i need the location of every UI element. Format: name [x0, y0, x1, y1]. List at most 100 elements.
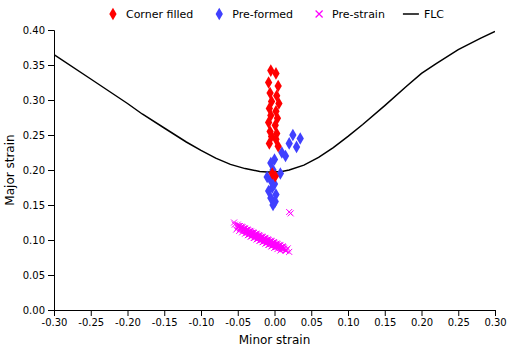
marks [54, 31, 495, 255]
series [264, 129, 304, 212]
x-axis: -0.30 -0.25 -0.20 -0.15 -0.10 -0.05 0.00 0.05 0.… [42, 310, 507, 328]
legend-item: Corner filled [109, 8, 193, 21]
legend-swatch [216, 8, 223, 21]
tick: -0.30 [42, 310, 68, 328]
tick: 0.00 [23, 305, 54, 316]
point [275, 140, 282, 153]
tick: 0.15 [374, 310, 396, 328]
tick-label: -0.05 [225, 317, 251, 328]
tick-label: 0.00 [264, 317, 286, 328]
series [54, 31, 495, 172]
point [288, 210, 294, 216]
tick: 0.25 [23, 130, 54, 141]
tick-label: 0.05 [301, 317, 323, 328]
tick-label: -0.15 [152, 317, 178, 328]
tick: 0.05 [301, 310, 323, 328]
tick-mark [385, 310, 386, 316]
tick: 0.20 [411, 310, 433, 328]
tick-label: 0.05 [23, 270, 45, 281]
series [265, 64, 283, 182]
axis-line [48, 31, 55, 311]
legend-swatch [403, 13, 419, 15]
tick: -0.20 [115, 310, 141, 328]
y-axis: 0.00 0.05 0.10 0.15 0.20 0.25 0.30 0.35 0.40 [23, 25, 55, 316]
tick: 0.40 [23, 25, 54, 36]
tick-label: 0.10 [23, 235, 45, 246]
tick-mark [422, 310, 423, 316]
point [272, 67, 279, 80]
point [272, 170, 279, 183]
point [265, 116, 272, 129]
tick: -0.10 [189, 310, 215, 328]
tick: 0.35 [23, 60, 54, 71]
tick: 0.10 [23, 235, 54, 246]
tick-label: 0.25 [23, 130, 45, 141]
tick: -0.05 [225, 310, 251, 328]
tick: 0.30 [23, 95, 54, 106]
legend-label: Pre-strain [332, 8, 385, 21]
tick: -0.15 [152, 310, 178, 328]
legend-label: FLC [424, 8, 444, 21]
axis-line [55, 311, 496, 317]
tick-mark [238, 310, 239, 316]
point [286, 137, 293, 150]
tick-label: -0.20 [115, 317, 141, 328]
tick-label: 0.20 [411, 317, 433, 328]
line [54, 31, 495, 172]
tick-label: 0.10 [337, 317, 359, 328]
tick: 0.05 [23, 270, 54, 281]
tick: 0.25 [448, 310, 470, 328]
tick-label: -0.30 [42, 317, 68, 328]
point [282, 150, 289, 163]
tick-mark [48, 100, 54, 101]
legend: Corner filled Pre-formed Pre-strain FLC [109, 8, 444, 21]
tick-label: 0.15 [374, 317, 396, 328]
tick-label: 0.00 [23, 305, 45, 316]
tick-mark [275, 310, 276, 316]
y-axis-title: Major strain [3, 134, 17, 205]
chart: -0.30-0.25-0.20-0.15-0.10-0.050.000.050.… [0, 0, 513, 352]
tick: -0.25 [78, 310, 104, 328]
tick-mark [458, 310, 459, 316]
tick-label: 0.30 [484, 317, 506, 328]
tick-mark [48, 310, 54, 311]
tick-label: -0.10 [189, 317, 215, 328]
legend-swatch [316, 11, 323, 18]
point [272, 245, 278, 251]
legend-item: Pre-strain [316, 8, 385, 21]
tick-mark [48, 65, 54, 66]
tick-mark [495, 310, 496, 316]
point [286, 249, 292, 255]
tick: 0.30 [484, 310, 506, 328]
tick-label: 0.35 [23, 60, 45, 71]
tick-label: -0.25 [78, 317, 104, 328]
point [275, 80, 282, 93]
point [269, 199, 276, 212]
tick-label: 0.20 [23, 165, 45, 176]
legend-item: FLC [403, 8, 444, 21]
tick-mark [48, 275, 54, 276]
legend-label: Corner filled [126, 8, 193, 21]
tick-mark [128, 310, 129, 316]
tick-mark [348, 310, 349, 316]
tick-mark [91, 310, 92, 316]
tick-mark [201, 310, 202, 316]
tick-mark [311, 310, 312, 316]
tick: 0.20 [23, 165, 54, 176]
legend-label: Pre-formed [232, 8, 293, 21]
tick-label: 0.25 [448, 317, 470, 328]
tick-mark [48, 135, 54, 136]
tick: 0.10 [337, 310, 359, 328]
tick: 0.00 [264, 310, 286, 328]
series [231, 209, 294, 255]
tick-mark [164, 310, 165, 316]
point [265, 76, 272, 89]
plot-area: -0.30-0.25-0.20-0.15-0.10-0.050.000.050.… [23, 25, 507, 328]
point [293, 141, 300, 154]
legend-swatch [109, 8, 116, 21]
tick-mark [48, 240, 54, 241]
legend-item: Pre-formed [216, 8, 294, 21]
x-axis-title: Minor strain [239, 333, 311, 347]
tick-mark [48, 170, 54, 171]
tick-label: 0.15 [23, 200, 45, 211]
